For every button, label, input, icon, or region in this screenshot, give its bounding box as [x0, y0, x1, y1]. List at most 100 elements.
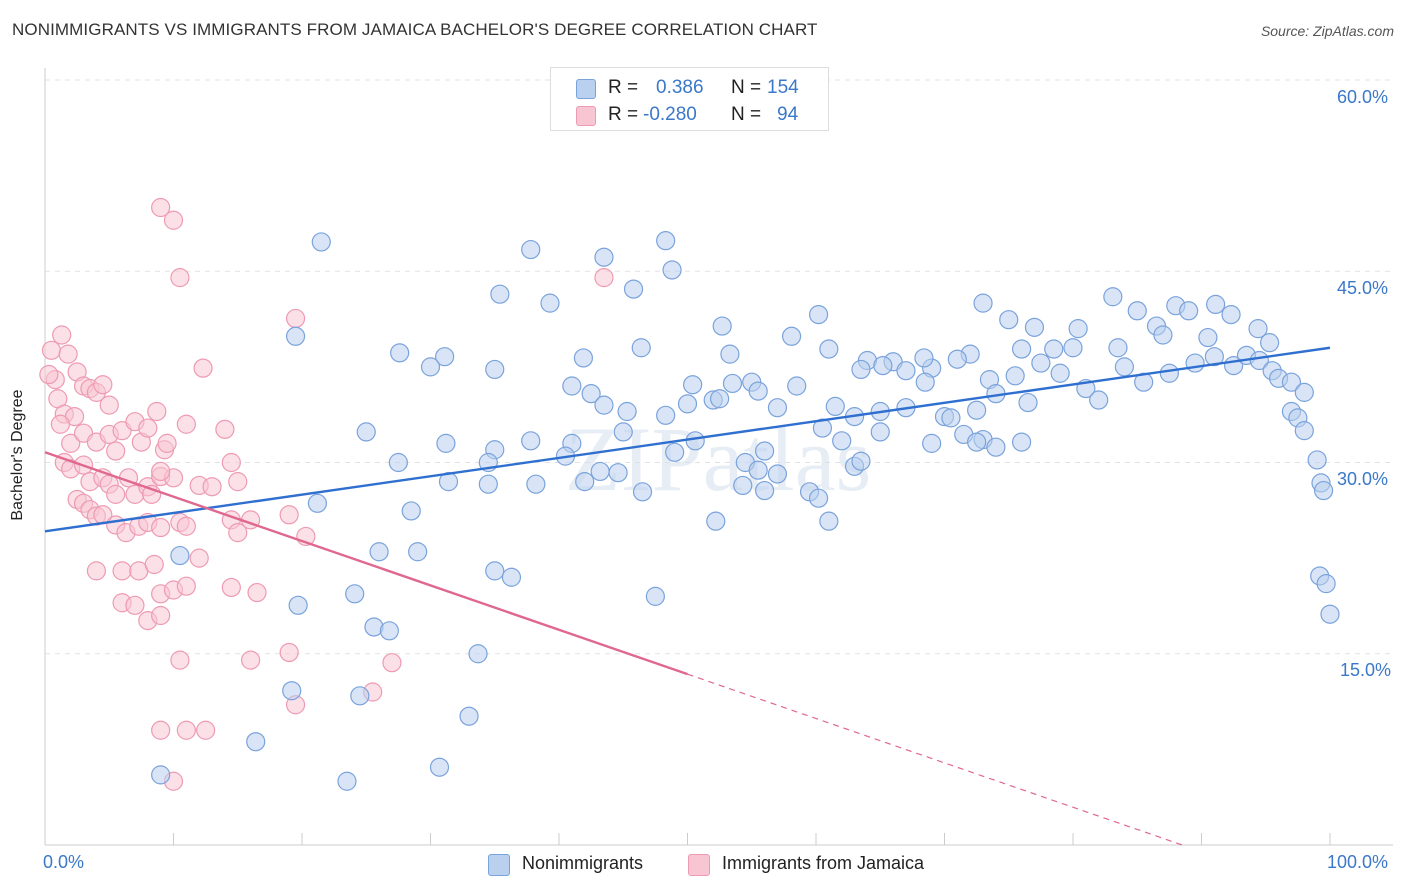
jamaica-point [221, 452, 241, 473]
nonimmigrant-point [656, 405, 676, 425]
jamaica-point [228, 472, 248, 492]
legend-row-nonimmigrants: R = 0.386 N = 154 [551, 73, 828, 101]
nonimmigrant-point [478, 474, 498, 494]
jamaica-point [594, 268, 614, 288]
jamaica-point [61, 433, 81, 453]
trend-line-jamaica-extension [687, 673, 1183, 846]
nonimmigrant-point [1089, 390, 1109, 410]
nonimmigrant-point [1103, 287, 1123, 307]
nonimmigrant-point [390, 343, 410, 363]
nonimmigrant-point [573, 348, 594, 368]
legend-n-value: 94 [777, 104, 799, 125]
nonimmigrant-point [632, 482, 653, 502]
legend-row-jamaica: R = -0.280 N = 94 [551, 100, 828, 128]
jamaica-point [151, 720, 171, 740]
nonimmigrant-point [1068, 319, 1088, 339]
nonimmigrant-point [748, 381, 768, 401]
nonimmigrant-point [337, 771, 357, 791]
nonimmigrant-point [662, 260, 682, 280]
nonimmigrant-point [1127, 301, 1147, 321]
nonimmigrant-point [1159, 363, 1179, 383]
nonimmigrant-point [685, 431, 705, 451]
legend-n-label: N = [731, 104, 762, 125]
gridlines [45, 79, 1393, 655]
nonimmigrant-point [311, 232, 331, 252]
nonimmigrant-point [787, 376, 807, 396]
nonimmigrant-point [645, 586, 665, 606]
nonimmigrant-point [613, 422, 633, 442]
nonimmigrant-point [1031, 353, 1051, 373]
y-tick-15: 15.0% [1340, 660, 1392, 680]
nonimmigrant-point [594, 395, 614, 415]
nonimmigrant-point [485, 561, 505, 581]
nonimmigrant-point [1307, 450, 1327, 470]
jamaica-point [41, 340, 62, 360]
nonimmigrant-point [973, 293, 993, 313]
jamaica-point [163, 210, 184, 230]
nonimmigrant-point [712, 316, 732, 336]
nonimmigrant-point [379, 621, 399, 641]
nonimmigrant-point [967, 400, 987, 420]
nonimmigrant-point [710, 389, 730, 409]
nonimmigrant-point [307, 493, 328, 513]
legend-n-value: 154 [767, 77, 799, 98]
nonimmigrant-point [1221, 305, 1241, 325]
nonimmigrant-point [947, 349, 967, 369]
jamaica-point [151, 605, 171, 626]
nonimmigrant-point [754, 441, 775, 461]
nonimmigrant-point [1316, 574, 1336, 594]
nonimmigrant-point [540, 293, 560, 313]
nonimmigrant-point [922, 433, 942, 453]
jamaica-point [189, 548, 209, 568]
nonimmigrant-point [1294, 382, 1314, 402]
jamaica-point [112, 561, 132, 581]
jamaica-point [147, 401, 167, 422]
nonimmigrant-point [1044, 339, 1064, 359]
nonimmigrant-point [1063, 338, 1083, 358]
jamaica-point [151, 461, 171, 482]
series-immigrants-from-jamaica [39, 197, 614, 791]
trend-line-nonimmigrants [44, 346, 1331, 533]
legend-swatch-blue [576, 79, 596, 99]
nonimmigrant-point [285, 326, 306, 346]
nonimmigrant-point [459, 706, 479, 726]
nonimmigrant-point [1011, 339, 1032, 359]
nonimmigrant-point [345, 584, 365, 604]
jamaica-point [193, 358, 213, 378]
jamaica-point [170, 268, 190, 288]
nonimmigrant-point [767, 398, 788, 418]
nonimmigrant-point [388, 452, 408, 473]
nonimmigrant-point [1248, 319, 1268, 339]
nonimmigrant-point [748, 460, 768, 480]
nonimmigrant-point [1024, 317, 1045, 337]
jamaica-point [52, 325, 72, 345]
nonimmigrant-point [468, 644, 488, 664]
nonimmigrant-point [733, 475, 753, 496]
bottom-legend-swatch-pink [688, 854, 710, 876]
axes [44, 68, 1393, 846]
series-nonimmigrants [151, 231, 1340, 791]
nonimmigrant-point [1185, 353, 1205, 373]
jamaica-point [58, 344, 78, 364]
nonimmigrant-point [851, 359, 871, 380]
x-tick-left: 0.0% [43, 852, 85, 872]
y-tick-45: 45.0% [1337, 278, 1389, 298]
nonimmigrant-point [490, 284, 510, 304]
nonimmigrant-point [851, 451, 871, 471]
y-tick-30: 30.0% [1337, 469, 1389, 489]
nonimmigrant-point [429, 757, 450, 777]
legend-r-value: 0.386 [656, 77, 704, 98]
nonimmigrant-point [408, 542, 428, 562]
legend-swatch-pink [576, 106, 596, 126]
y-tick-60: 60.0% [1337, 87, 1389, 107]
nonimmigrant-point [1198, 327, 1218, 348]
jamaica-point [125, 595, 145, 615]
nonimmigrant-point [967, 432, 987, 452]
nonimmigrant-point [631, 338, 651, 358]
jamaica-point [176, 576, 196, 596]
bottom-legend-swatch-blue [488, 854, 510, 876]
legend-n-label: N = [731, 77, 762, 98]
jamaica-point [157, 433, 177, 453]
nonimmigrant-point [1320, 604, 1340, 624]
